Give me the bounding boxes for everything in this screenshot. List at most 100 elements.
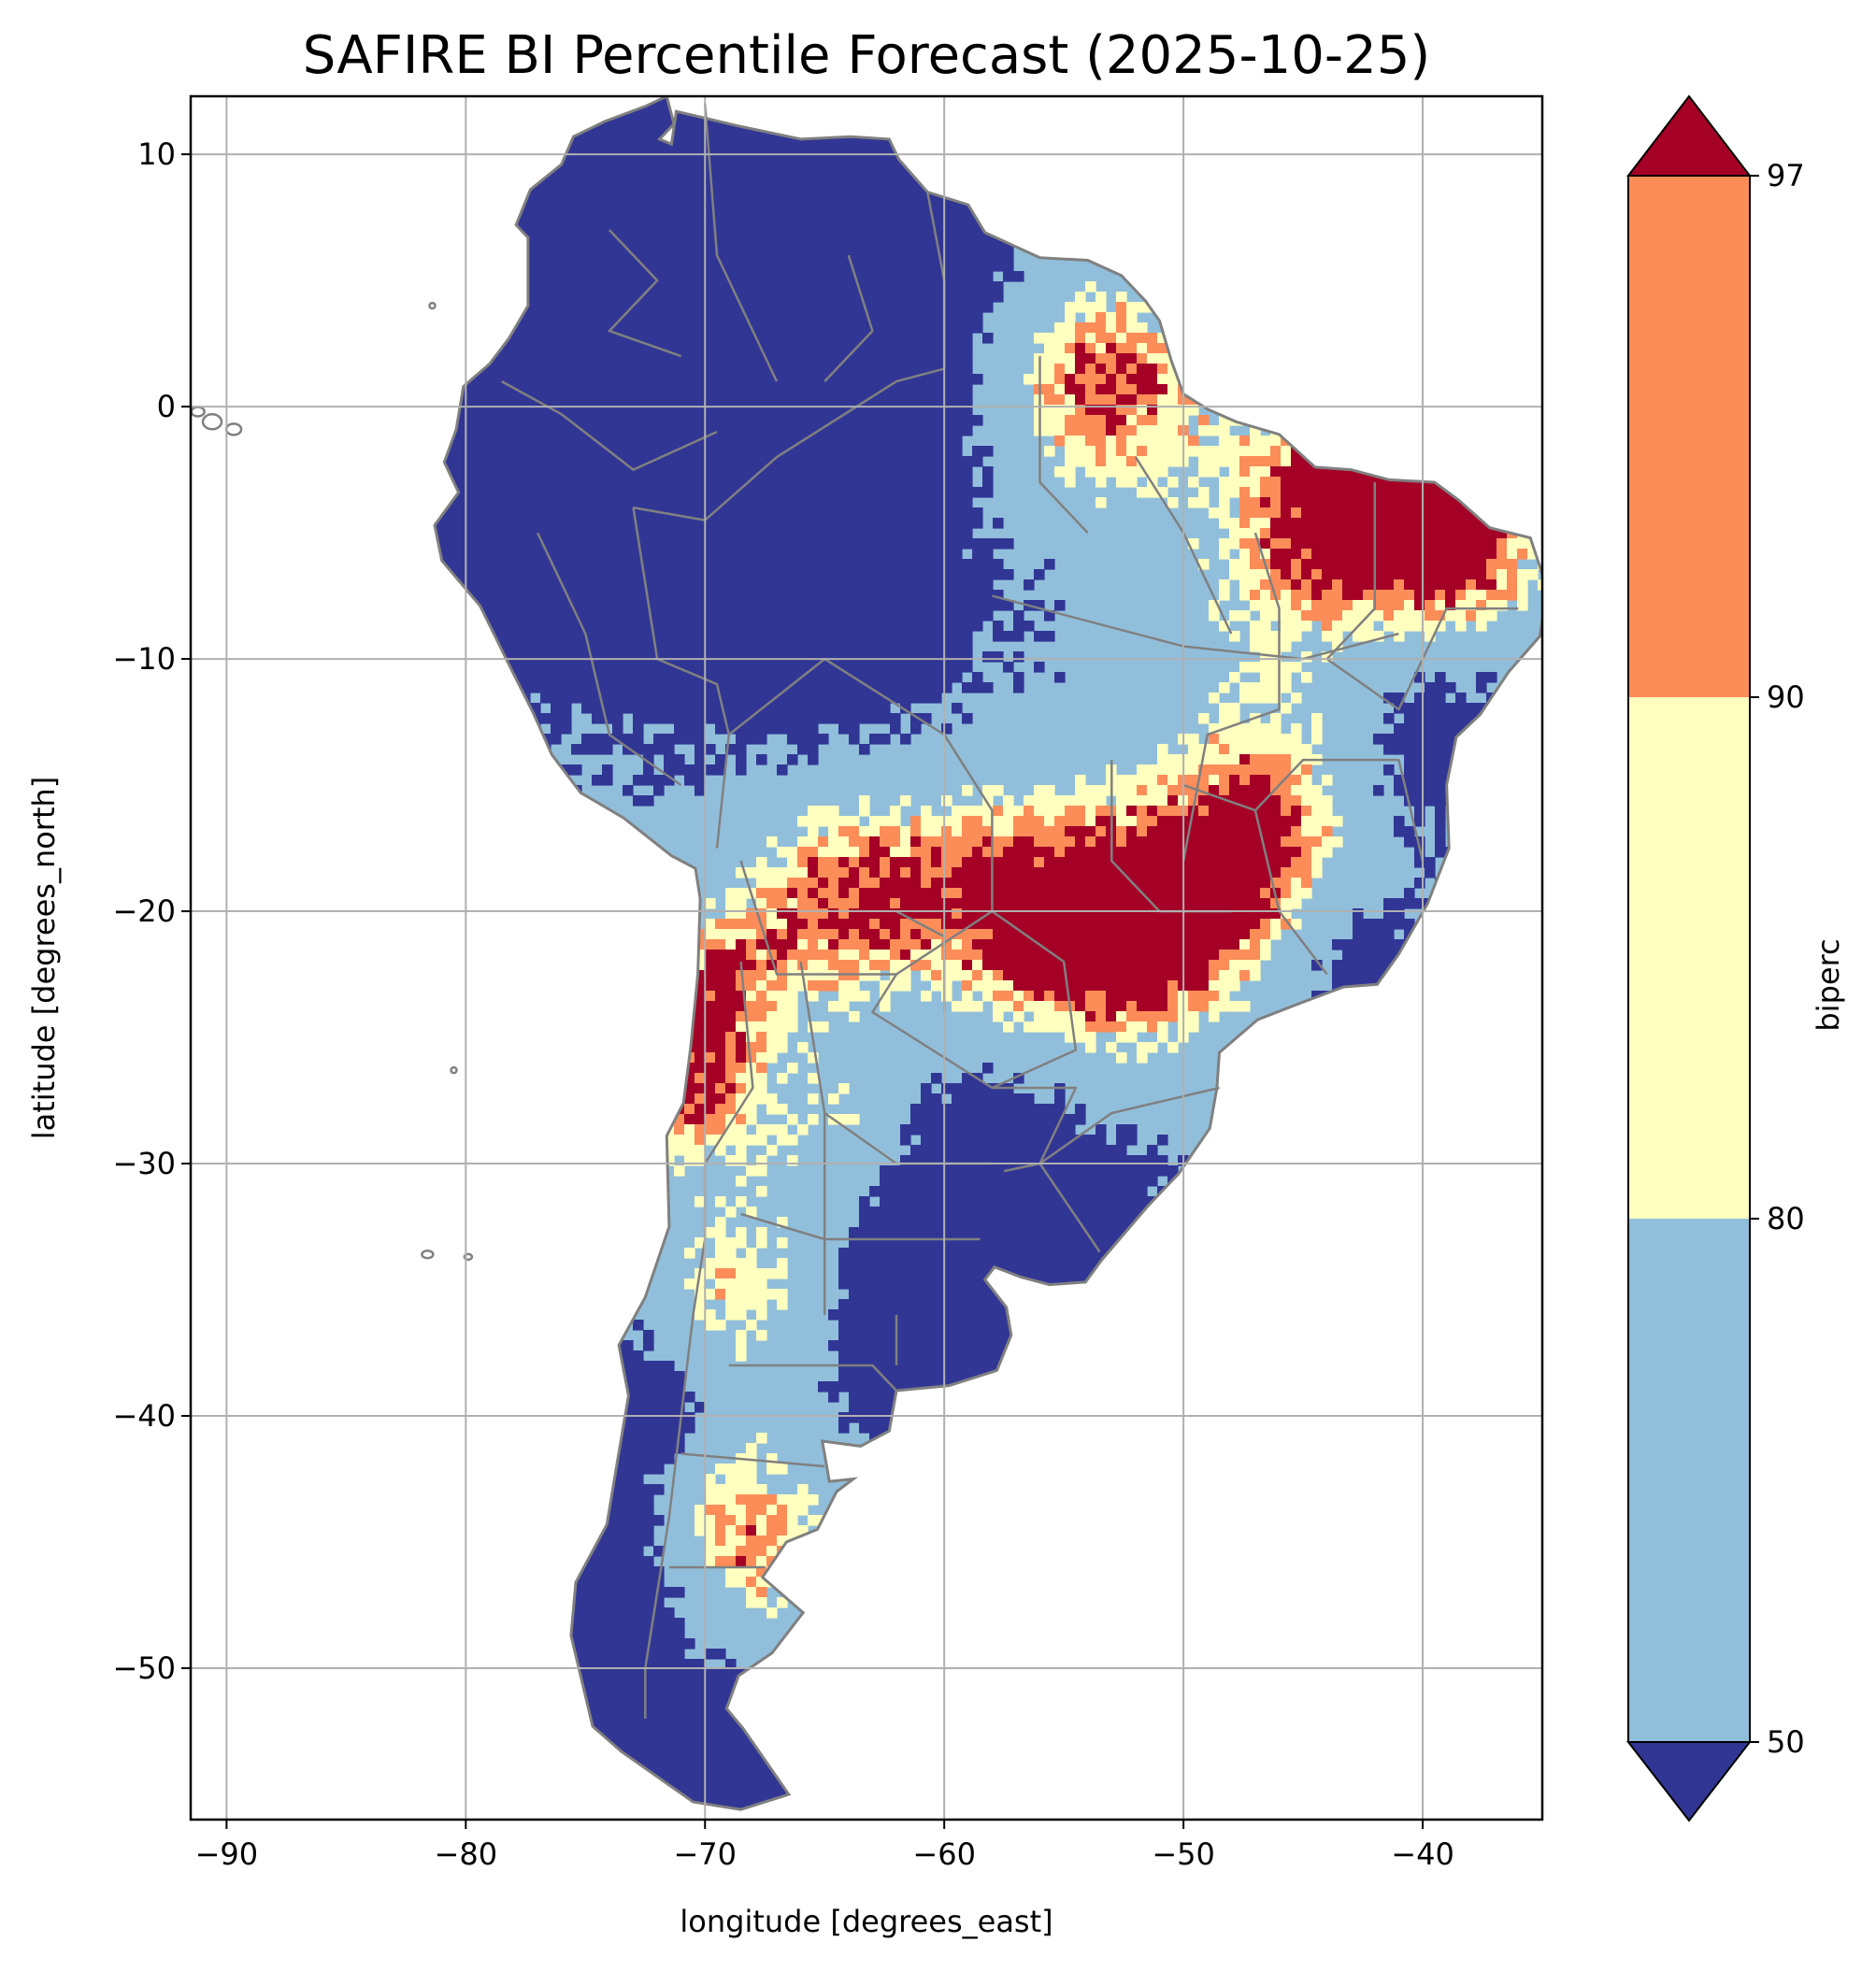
grid-cell-run [736, 1525, 747, 1536]
grid-cell-run [489, 127, 1035, 138]
grid-cell-run [766, 1505, 778, 1516]
grid-cell-run [993, 991, 1014, 1002]
grid-cell-run [1291, 806, 1302, 817]
grid-cell-run [1034, 384, 1055, 395]
grid-cell-run [736, 1114, 747, 1125]
grid-cell-run [705, 950, 747, 961]
grid-cell-run [1126, 806, 1138, 817]
grid-cell-run [756, 1052, 778, 1064]
grid-cell-run [1229, 744, 1312, 755]
grid-cell-run [900, 1124, 1076, 1135]
grid-cell-run [695, 1093, 706, 1105]
grid-cell-run [1322, 569, 1487, 580]
grid-cell-run [581, 1741, 860, 1752]
grid-cell-run [715, 1268, 737, 1279]
grid-cell-run [1219, 682, 1230, 693]
grid-cell-run [890, 939, 922, 950]
grid-cell-run [838, 929, 850, 940]
grid-cell-run [1291, 569, 1302, 580]
grid-cell-run [1085, 1011, 1096, 1022]
grid-cell-run [890, 929, 901, 940]
grid-cell-run [818, 847, 860, 858]
grid-cell-run [838, 826, 860, 837]
grid-cell-run [1003, 271, 1024, 282]
grid-cell-run [1044, 610, 1055, 621]
grid-cell-run [941, 857, 963, 868]
grid-cell-run [653, 1546, 665, 1557]
grid-cell-run [736, 867, 809, 878]
grid-cell-run [489, 1628, 685, 1639]
grid-cell-run [1383, 744, 1508, 755]
country-borders [191, 96, 1542, 1811]
grid-cell-run [1137, 364, 1158, 375]
grid-cell-run [653, 734, 706, 745]
grid-cell-run [900, 867, 911, 878]
grid-cell-run [1219, 549, 1230, 560]
grid-cell-run [880, 836, 901, 848]
grid-cell-run [1497, 549, 1508, 560]
grid-cell-run [828, 1001, 850, 1012]
grid-cell-run [880, 991, 891, 1002]
grid-cell-run [787, 929, 798, 940]
grid-cell-run [941, 939, 952, 950]
grid-cell-run [1239, 518, 1251, 529]
grid-cell-run [633, 723, 644, 735]
grid-cell-run [972, 980, 1014, 992]
grid-cell-run [1096, 1124, 1107, 1135]
grid-cell-run [921, 867, 952, 878]
grid-cell-run [1517, 600, 1528, 611]
grid-cell-run [972, 970, 983, 981]
grid-cell-run [1414, 857, 1436, 868]
grid-cell-run [695, 754, 706, 765]
grid-cell-run [746, 950, 757, 961]
grid-cell-run [1476, 579, 1497, 591]
grid-cell-run [1219, 518, 1240, 529]
grid-cell-run [435, 425, 973, 436]
grid-cell-run [736, 1227, 747, 1238]
grid-cell-run [1116, 477, 1138, 488]
grid-cell-run [705, 929, 757, 940]
grid-cell-run [756, 1433, 767, 1444]
grid-cell-run [1065, 425, 1107, 436]
grid-cell-run [715, 1289, 726, 1300]
colorbar: 97 90 80 50 biperc [1625, 94, 1846, 1822]
grid-cell-run [818, 919, 870, 930]
grid-cell-run [1126, 836, 1282, 848]
grid-cell-run [921, 806, 932, 817]
grid-cell-run [1219, 621, 1230, 632]
grid-cell-run [1024, 1001, 1055, 1012]
grid-cell-run [725, 1042, 737, 1053]
grid-cell-run [1085, 343, 1096, 354]
grid-cell-run [1383, 610, 1395, 621]
grid-cell-run [725, 1114, 737, 1125]
grid-cell-run [1281, 703, 1292, 714]
grid-cell-run [695, 1402, 706, 1413]
grid-cell-run [1178, 1011, 1199, 1022]
grid-cell-run [1096, 816, 1117, 827]
grid-cell-run [1096, 806, 1117, 817]
grid-cell-run [1281, 487, 1477, 498]
grid-cell-run [1414, 672, 1425, 683]
grid-cell-run [1116, 333, 1127, 344]
grid-cell-run [849, 857, 860, 868]
grid-cell-run [838, 1320, 1148, 1331]
grid-cell-run [1404, 795, 1487, 807]
grid-cell-run [1229, 672, 1240, 683]
grid-cell-run [808, 919, 819, 930]
grid-cell-run [869, 816, 901, 827]
grid-cell-run [1024, 806, 1035, 817]
grid-cell-run [592, 713, 623, 724]
grid-cell-run [849, 1237, 1168, 1249]
grid-cell-run [725, 1299, 767, 1310]
grid-cell-run [1126, 312, 1138, 323]
grid-cell-run [435, 631, 973, 642]
grid-cell-run [1188, 1001, 1210, 1012]
grid-cell-run [736, 1032, 747, 1043]
grid-cell-run [736, 1145, 747, 1156]
grid-cell-run [766, 908, 778, 920]
grid-cell-run [715, 1052, 726, 1064]
grid-cell-run [797, 816, 860, 827]
grid-cell-run [1260, 950, 1271, 961]
grid-cell-run [1394, 579, 1405, 591]
grid-cell-run [736, 1268, 788, 1279]
